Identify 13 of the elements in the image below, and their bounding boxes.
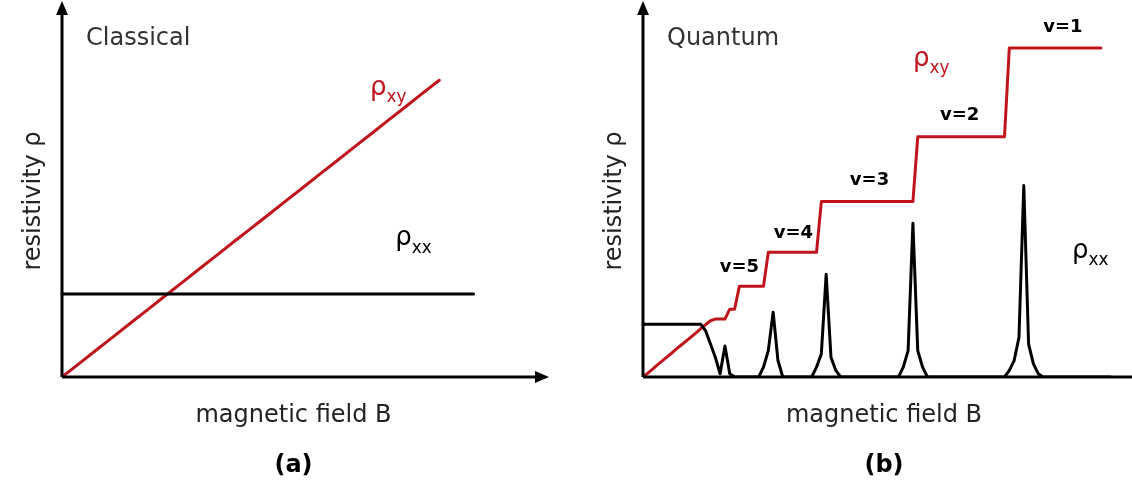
annotation: v=4 <box>773 220 814 242</box>
chart-title: Quantum <box>667 23 780 51</box>
y-axis-title: resistivity ρ <box>18 131 46 271</box>
chart-title: Classical <box>86 23 191 51</box>
x-axis-title: magnetic field B <box>785 400 983 428</box>
annotation: v=2 <box>940 102 980 124</box>
text: v=1 <box>1043 15 1083 37</box>
y-axis-title: resistivity ρ <box>599 131 627 271</box>
text: (a) <box>274 450 313 478</box>
annotation: v=3 <box>849 168 890 190</box>
annotation: v=5 <box>719 255 760 277</box>
text: (b) <box>864 450 904 478</box>
x-axis-title: magnetic field B <box>195 400 392 428</box>
